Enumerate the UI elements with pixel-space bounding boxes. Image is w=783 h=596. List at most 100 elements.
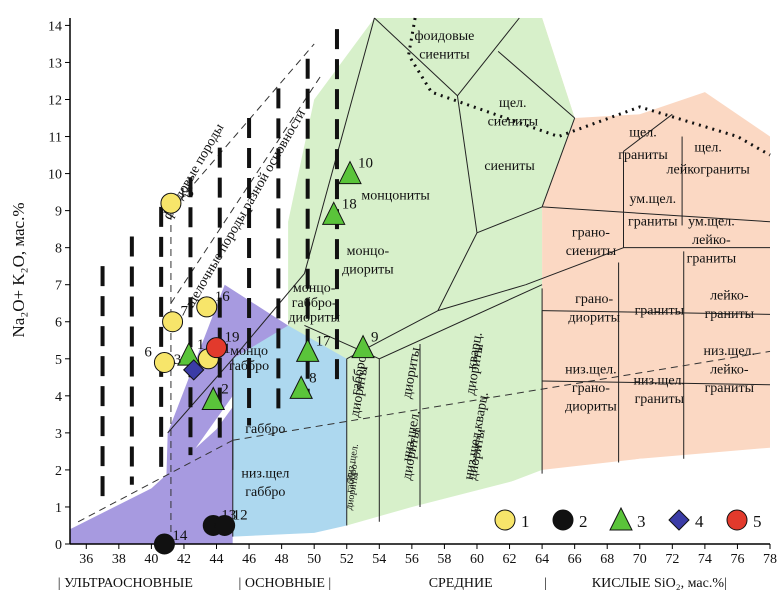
legend: 1 2 3 4 5 bbox=[494, 506, 762, 531]
field-label: грано- bbox=[575, 292, 613, 307]
field-boundaries bbox=[77, 17, 771, 544]
intermediate-region bbox=[288, 18, 543, 544]
y-tick-label: 5 bbox=[55, 353, 62, 368]
data-point bbox=[351, 334, 375, 359]
field-label: граниты bbox=[635, 303, 685, 318]
data-point bbox=[183, 359, 205, 381]
x-tick-label: 40 bbox=[144, 552, 158, 567]
field-label: лейко- bbox=[710, 289, 749, 304]
rock-group-label: | bbox=[544, 576, 547, 591]
field-label: низ.щел. bbox=[634, 374, 686, 389]
point-label: 9 bbox=[371, 330, 379, 346]
field-label: диориты bbox=[565, 400, 617, 415]
ultrabasic-region-low bbox=[70, 406, 233, 544]
x-tick-label: 78 bbox=[763, 552, 777, 567]
legend-marker bbox=[726, 509, 748, 531]
legend-label: 3 bbox=[637, 512, 646, 531]
data-point bbox=[295, 338, 320, 362]
point-label: 8 bbox=[309, 370, 317, 386]
data-point bbox=[338, 160, 362, 185]
x-tick-label: 52 bbox=[340, 552, 354, 567]
legend-label: 4 bbox=[695, 512, 704, 531]
field-label: диориты bbox=[342, 263, 394, 278]
data-point bbox=[162, 311, 184, 333]
field-label: монцо- bbox=[293, 281, 336, 296]
acid-region bbox=[542, 18, 770, 470]
field-label: сиениты bbox=[566, 244, 617, 259]
field-label: габбро- bbox=[292, 296, 337, 311]
data-point bbox=[321, 201, 346, 225]
field-label: сиениты bbox=[419, 48, 470, 63]
boundary-line bbox=[623, 113, 673, 152]
x-tick-label: 48 bbox=[275, 552, 289, 567]
field-label: монцониты bbox=[361, 189, 430, 204]
x-tick-label: 38 bbox=[112, 552, 126, 567]
data-point bbox=[214, 514, 236, 536]
boundary-line bbox=[457, 17, 520, 97]
x-tick-label: 64 bbox=[535, 552, 549, 567]
boundary-line bbox=[542, 380, 771, 386]
boundary-line bbox=[456, 95, 478, 233]
point-label: 12 bbox=[233, 507, 248, 523]
data-points: 157166111413121018121789319 bbox=[144, 156, 379, 555]
field-label: монцо- bbox=[347, 244, 390, 259]
rock-group-label: КИСЛЫЕ SiO₂, мас.%| bbox=[592, 576, 727, 591]
field-label: граниты bbox=[618, 148, 668, 163]
y-tick-label: 6 bbox=[55, 316, 62, 331]
boundary-line bbox=[374, 17, 458, 97]
rock-group-label: | УЛЬТРАОСНОВНЫЕ bbox=[58, 576, 193, 591]
point-label: 17 bbox=[316, 333, 332, 349]
y-tick-label: 12 bbox=[48, 93, 62, 108]
dashed-line bbox=[170, 73, 323, 304]
x-tick-label: 70 bbox=[633, 552, 647, 567]
point-label: 7 bbox=[181, 304, 189, 320]
field-label: сиениты bbox=[488, 114, 539, 129]
field-label: диориты bbox=[288, 311, 340, 326]
y-tick-label: 7 bbox=[55, 279, 62, 294]
field-label: грано- bbox=[572, 226, 610, 241]
field-fills bbox=[70, 18, 771, 544]
boundary-line bbox=[167, 358, 234, 434]
field-label: грано- bbox=[572, 381, 610, 396]
boundary-line bbox=[303, 17, 375, 274]
field-label: диориты bbox=[568, 311, 620, 326]
legend-label: 2 bbox=[579, 512, 588, 531]
field-label: граниты bbox=[687, 251, 737, 266]
y-tick-label: 9 bbox=[55, 205, 62, 220]
x-tick-label: 54 bbox=[372, 552, 386, 567]
legend-marker bbox=[552, 509, 574, 531]
point-label: 16 bbox=[215, 289, 231, 305]
point-label: 14 bbox=[172, 528, 188, 544]
field-label: ум.щел. bbox=[688, 214, 735, 229]
point-label: 3 bbox=[174, 352, 182, 368]
data-point bbox=[153, 351, 175, 373]
x-tick-label: 76 bbox=[730, 552, 744, 567]
dashed-line bbox=[170, 43, 315, 211]
axes: 36 38 40 42 44 46 48 50 52 54 56 58 60 62 64 66 68 70 72 74… bbox=[48, 18, 777, 591]
data-point bbox=[160, 192, 182, 214]
basic-region bbox=[232, 325, 347, 544]
field-label: лейко- bbox=[710, 363, 749, 378]
y-tick-label: 1 bbox=[55, 501, 62, 516]
point-label: 1 bbox=[197, 337, 205, 353]
field-label: лейкограниты bbox=[667, 163, 751, 178]
field-label: габбро bbox=[245, 422, 285, 437]
y-tick-label: 13 bbox=[48, 56, 62, 71]
field-label: щел. bbox=[499, 96, 526, 111]
y-tick-label: 3 bbox=[55, 427, 62, 442]
field-label: граниты bbox=[705, 381, 755, 396]
point-label: 6 bbox=[144, 344, 152, 360]
x-tick-label: 50 bbox=[307, 552, 321, 567]
point-label: 19 bbox=[225, 330, 240, 346]
field-label: граниты bbox=[705, 307, 755, 322]
legend-label: 1 bbox=[521, 512, 530, 531]
x-tick-label: 60 bbox=[470, 552, 484, 567]
x-tick-label: 74 bbox=[698, 552, 712, 567]
data-point bbox=[153, 533, 175, 555]
legend-marker bbox=[494, 509, 516, 531]
field-label: граниты bbox=[628, 214, 678, 229]
dashed-line bbox=[232, 350, 771, 441]
point-label: 10 bbox=[358, 156, 373, 172]
data-point bbox=[206, 337, 228, 359]
